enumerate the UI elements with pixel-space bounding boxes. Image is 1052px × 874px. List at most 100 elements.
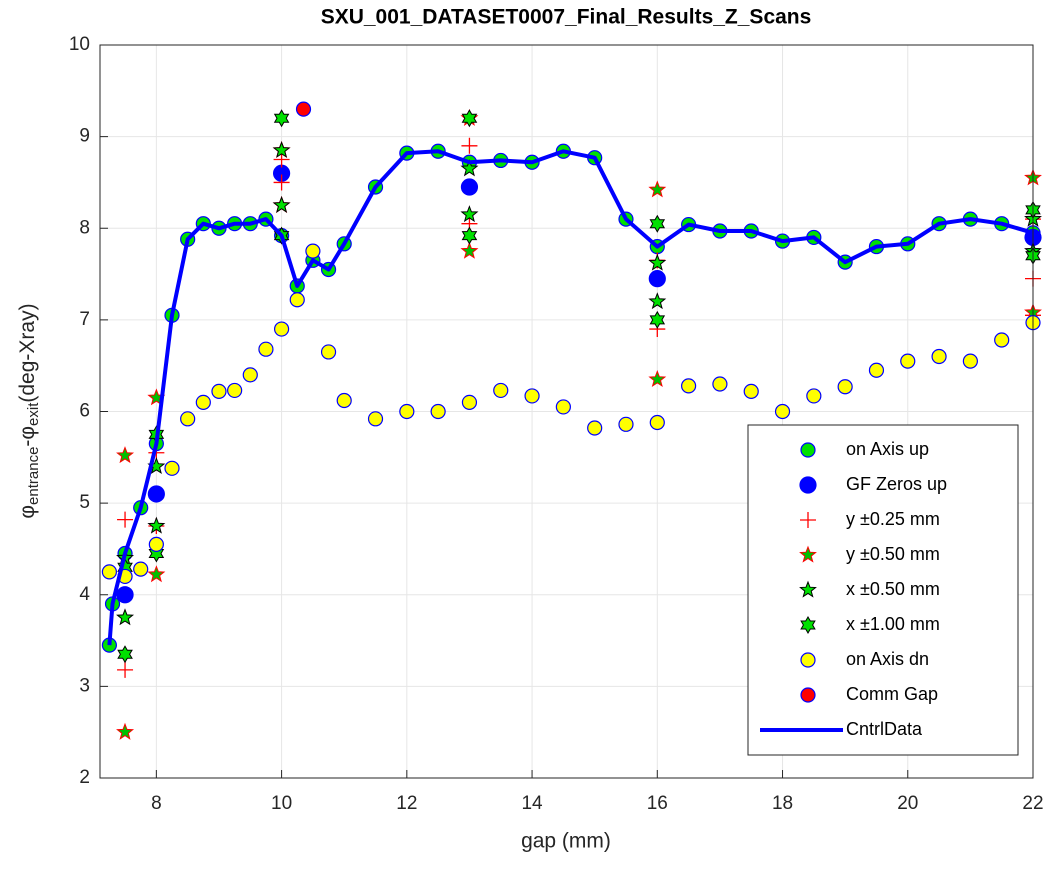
marker: [461, 394, 478, 410]
marker: [962, 353, 978, 369]
marker: [648, 180, 667, 198]
marker: [320, 344, 337, 360]
marker: [931, 348, 947, 365]
x-tick-label: 14: [521, 793, 543, 814]
marker: [147, 565, 166, 583]
marker: [242, 367, 258, 383]
marker: [117, 645, 133, 664]
legend-swatch: [800, 512, 816, 528]
marker: [272, 141, 291, 158]
marker: [806, 388, 822, 404]
marker: [868, 362, 885, 378]
marker: [227, 382, 243, 399]
y-axis-label-part: φ: [16, 505, 39, 519]
marker: [493, 382, 509, 399]
legend-swatch: [799, 476, 817, 494]
marker: [147, 485, 165, 503]
marker: [258, 341, 274, 357]
marker: [195, 394, 211, 410]
marker: [116, 446, 135, 464]
legend-swatch: [800, 442, 816, 458]
y-axis-label-part: -φ: [16, 426, 39, 447]
marker: [994, 332, 1010, 348]
marker: [648, 253, 667, 271]
axes-box: [99, 44, 1034, 779]
marker: [743, 383, 759, 399]
legend-label: Comm Gap: [846, 684, 938, 704]
marker: [837, 379, 853, 395]
marker: [336, 392, 352, 409]
marker: [289, 292, 305, 308]
y-tick-label: 8: [79, 217, 90, 238]
marker: [295, 101, 312, 117]
y-tick-label: 9: [79, 126, 90, 147]
marker: [147, 516, 166, 534]
marker: [461, 137, 478, 154]
marker: [460, 159, 479, 177]
y-tick-label: 10: [69, 34, 90, 55]
legend-box: [747, 424, 1019, 756]
y-tick-label: 3: [79, 675, 90, 696]
x-tick-label: 8: [151, 793, 162, 814]
y-axis-label-part: entrance: [25, 447, 42, 505]
chart-title: SXU_001_DATASET0007_Final_Results_Z_Scan…: [321, 6, 812, 29]
marker: [272, 195, 291, 213]
x-tick-label: 20: [897, 793, 918, 814]
x-tick-label: 16: [647, 793, 668, 814]
marker: [648, 292, 667, 310]
line: [107, 149, 1034, 646]
y-tick-label: 4: [79, 584, 90, 605]
marker: [587, 420, 603, 436]
legend-swatch: [799, 580, 817, 598]
legend-swatch: [800, 652, 816, 668]
legend-swatch: [800, 687, 816, 703]
y-axis-label: φentrance-φexit(deg-Xray): [16, 303, 42, 518]
marker: [649, 414, 665, 431]
marker: [649, 310, 666, 329]
marker: [648, 369, 667, 388]
marker: [180, 411, 196, 427]
marker: [116, 722, 135, 740]
marker: [461, 109, 478, 128]
x-tick-label: 12: [396, 793, 417, 814]
marker: [116, 608, 135, 626]
y-axis-label-part: (deg-Xray): [16, 303, 39, 402]
marker: [460, 178, 479, 196]
marker: [681, 378, 697, 394]
marker: [460, 205, 479, 223]
x-axis-label: gap (mm): [521, 830, 611, 853]
legend-label: GF Zeros up: [846, 474, 947, 494]
marker: [148, 536, 164, 552]
x-tick-label: 10: [271, 793, 292, 814]
marker: [116, 586, 134, 604]
y-tick-label: 6: [79, 401, 90, 422]
marker: [900, 353, 916, 369]
marker: [117, 511, 134, 528]
marker: [273, 109, 290, 128]
legend-label: y ±0.25 mm: [846, 509, 940, 529]
marker: [164, 460, 180, 476]
marker: [367, 411, 384, 427]
y-axis-label-part: exit: [25, 402, 42, 426]
marker: [618, 416, 634, 432]
marker: [430, 403, 446, 420]
marker: [273, 321, 290, 337]
x-tick-label: 22: [1022, 793, 1043, 814]
legend-label: CntrlData: [846, 719, 923, 739]
marker: [305, 243, 321, 259]
legend-label: x ±1.00 mm: [846, 614, 940, 634]
marker: [774, 403, 791, 420]
legend-label: y ±0.50 mm: [846, 544, 940, 564]
marker: [211, 383, 227, 399]
marker: [712, 376, 728, 392]
marker: [101, 564, 117, 580]
legend-label: on Axis dn: [846, 649, 929, 669]
y-tick-label: 7: [79, 309, 90, 330]
marker: [649, 214, 666, 233]
legend-swatch: [799, 545, 817, 563]
marker: [399, 403, 415, 420]
y-tick-label: 2: [79, 767, 90, 788]
marker: [648, 270, 666, 288]
